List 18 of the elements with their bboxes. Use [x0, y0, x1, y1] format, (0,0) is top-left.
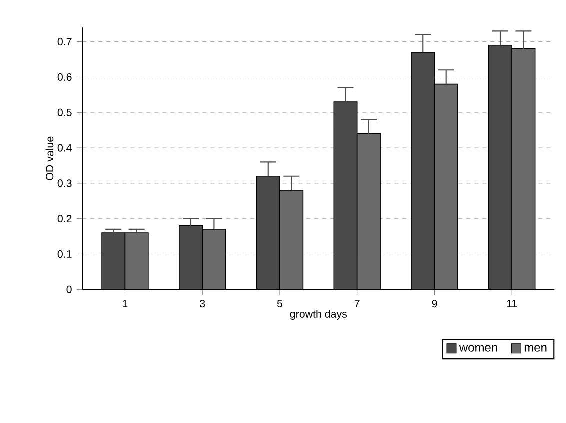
x-tick-label: 5	[277, 300, 282, 308]
y-tick-label: 0.7	[58, 38, 72, 46]
y-tick-label: 0.5	[58, 108, 72, 116]
y-tick-label: 0.2	[58, 215, 72, 223]
x-tick-label: 11	[507, 300, 518, 308]
y-tick-label: 0.3	[58, 180, 72, 188]
y-axis-title: OD value	[46, 136, 54, 180]
y-tick-label: 0.1	[58, 250, 72, 258]
x-tick-label: 9	[432, 300, 438, 308]
x-tick-label: 3	[200, 300, 206, 308]
x-tick-label: 1	[123, 300, 128, 308]
legend-label: women	[459, 345, 498, 352]
x-axis-title: growth days	[290, 310, 348, 320]
x-tick-label: 7	[354, 300, 360, 308]
legend-label: men	[524, 345, 547, 352]
y-tick-label: 0.4	[58, 144, 72, 152]
y-tick-label: 0.6	[58, 73, 72, 82]
y-tick-label: 0	[66, 286, 72, 294]
